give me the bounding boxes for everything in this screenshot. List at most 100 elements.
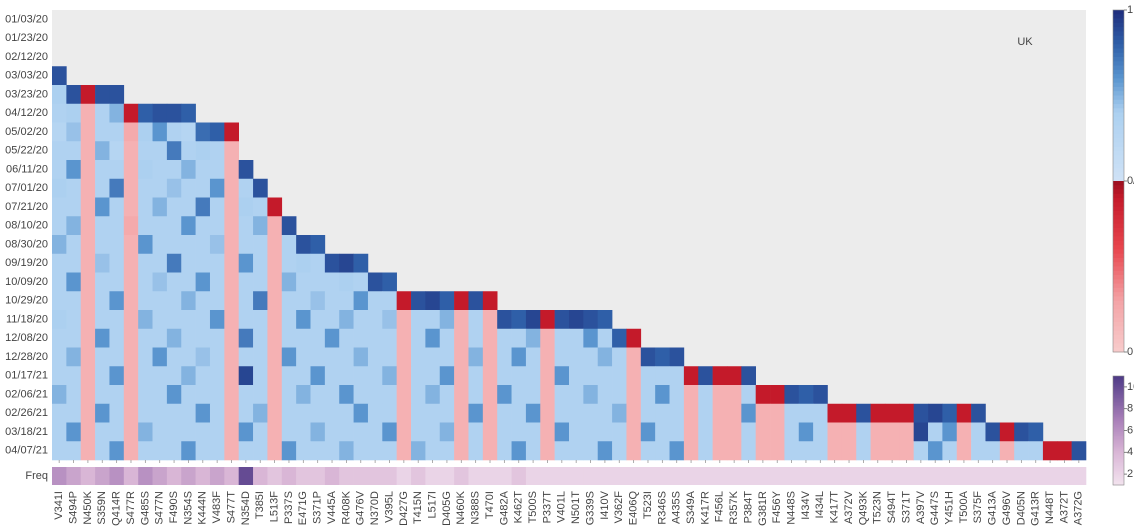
heatmap-cell — [956, 441, 972, 461]
heatmap-cell — [396, 385, 412, 405]
heatmap-cell — [80, 328, 96, 348]
heatmap-cell — [296, 291, 311, 311]
freq-colorbar-segment — [1113, 426, 1124, 429]
y-tick-label: 08/30/20 — [5, 238, 48, 250]
heatmap-cell — [109, 178, 125, 198]
heatmap-cell — [339, 253, 354, 273]
heatmap-cell — [353, 253, 369, 273]
heatmap-cell — [870, 441, 886, 461]
freq-cell — [569, 467, 584, 485]
freq-cell — [683, 467, 699, 485]
heatmap-cell — [884, 441, 900, 461]
heatmap-cell — [138, 272, 153, 292]
heatmap-cell — [253, 253, 268, 273]
heatmap-cell — [123, 122, 139, 142]
freq-cell — [209, 467, 225, 485]
colorbar-segment — [1113, 275, 1124, 280]
heatmap-cell — [482, 441, 498, 461]
y-tick-label: 03/18/21 — [5, 426, 48, 438]
heatmap-cell — [353, 310, 369, 330]
colorbar-segment — [1113, 31, 1124, 37]
heatmap-cell — [281, 441, 297, 461]
colorbar-segment — [1113, 138, 1124, 143]
x-tick-label: F456L — [714, 491, 726, 522]
freq-cell — [755, 467, 771, 485]
freq-colorbar-segment — [1113, 470, 1124, 472]
heatmap-cell — [741, 385, 756, 405]
freq-cell — [66, 467, 82, 485]
x-tick-label: L513F — [269, 491, 281, 522]
heatmap-cell — [396, 347, 412, 367]
freq-colorbar-segment — [1113, 416, 1124, 419]
heatmap-cell — [253, 216, 268, 236]
freq-colorbar-segment — [1113, 450, 1124, 453]
heatmap-cell — [712, 441, 728, 461]
heatmap-cell — [827, 441, 843, 461]
x-tick-label: K417R — [699, 491, 711, 525]
freq-cell — [324, 467, 340, 485]
x-tick-label: N448S — [786, 491, 798, 525]
heatmap-cell — [396, 328, 412, 348]
heatmap-cell — [80, 272, 96, 292]
heatmap-cell — [224, 328, 239, 348]
heatmap-cell — [511, 328, 527, 348]
heatmap-cell — [95, 272, 110, 292]
heatmap-cell — [468, 366, 484, 386]
heatmap-cell — [669, 403, 685, 423]
x-tick-label: N450K — [82, 490, 94, 524]
freq-colorbar-segment — [1113, 448, 1124, 450]
heatmap-cell — [267, 272, 283, 292]
heatmap-cell — [123, 385, 139, 405]
x-tick-label: T500A — [958, 490, 970, 523]
colorbar-segment — [1113, 347, 1124, 353]
colorbar-segment — [1113, 129, 1124, 135]
heatmap-cell — [640, 347, 656, 367]
heatmap-cell — [525, 441, 541, 461]
freq-colorbar-segment — [1113, 442, 1124, 445]
heatmap-cell — [683, 385, 699, 405]
heatmap-cell — [267, 328, 283, 348]
heatmap-cell — [540, 422, 555, 442]
freq-cell — [511, 467, 527, 485]
heatmap-cell — [770, 385, 785, 405]
colorbar-segment — [1113, 189, 1124, 195]
heatmap-cell — [999, 441, 1015, 461]
colorbar-segment — [1113, 313, 1124, 319]
heatmap-cell — [166, 441, 182, 461]
heatmap-cell — [540, 347, 555, 367]
heatmap-cell — [554, 347, 570, 367]
heatmap-cell — [238, 160, 254, 180]
heatmap-cell — [109, 422, 125, 442]
colorbar-segment — [1113, 270, 1124, 276]
heatmap-cell — [253, 272, 268, 292]
heatmap-cell — [195, 347, 211, 367]
heatmap-cell — [425, 328, 441, 348]
heatmap-cell — [224, 178, 239, 198]
x-tick-label: S375F — [972, 491, 984, 524]
heatmap-cell — [166, 403, 182, 423]
colorbar-segment — [1113, 133, 1124, 139]
freq-cell — [339, 467, 354, 485]
freq-colorbar-segment — [1113, 427, 1124, 430]
freq-cell — [296, 467, 311, 485]
heatmap-cell — [238, 235, 254, 255]
heatmap-cell — [640, 441, 656, 461]
freq-colorbar-segment — [1113, 449, 1124, 452]
heatmap-cell — [80, 385, 96, 405]
heatmap-cell — [554, 441, 570, 461]
colorbar-segment — [1113, 125, 1124, 131]
heatmap-cell — [454, 291, 469, 311]
x-tick-label: S477T — [225, 491, 237, 524]
heatmap-cell — [267, 403, 283, 423]
colorbar-segment — [1113, 18, 1124, 24]
heatmap-cell — [95, 385, 110, 405]
heatmap-cell — [209, 385, 225, 405]
heatmap-cell — [138, 291, 153, 311]
freq-colorbar-segment — [1113, 414, 1124, 416]
freq-colorbar-segment — [1113, 429, 1124, 431]
heatmap-cell — [224, 253, 239, 273]
heatmap-cell — [66, 385, 82, 405]
heatmap-cell — [411, 422, 426, 442]
heatmap-cell — [1057, 441, 1072, 461]
heatmap-cell — [454, 310, 469, 330]
